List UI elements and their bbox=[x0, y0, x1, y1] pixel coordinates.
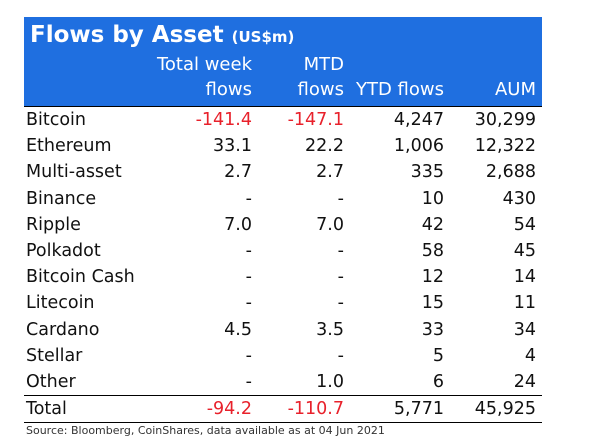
table-body: Bitcoin -141.4 -147.1 4,247 30,299 Ethereum 33… bbox=[24, 106, 542, 395]
cell-ytd: 10 bbox=[421, 188, 444, 209]
cell-mtd: 22.2 bbox=[305, 136, 344, 157]
cell-ytd: 33 bbox=[421, 319, 444, 340]
asset-name: Ripple bbox=[26, 214, 81, 235]
cell-aum: 14 bbox=[513, 267, 536, 288]
table-row: Binance - - 10 430 bbox=[24, 186, 542, 212]
header-mtd-line2: flows bbox=[297, 79, 344, 100]
asset-name: Cardano bbox=[26, 319, 100, 340]
total-ytd: 5,771 bbox=[393, 399, 444, 420]
header-week-line1: Total week bbox=[156, 54, 252, 75]
cell-week: 7.0 bbox=[224, 214, 252, 235]
cell-aum: 34 bbox=[513, 319, 536, 340]
cell-mtd: -147.1 bbox=[287, 110, 344, 130]
header-aum: AUM bbox=[494, 79, 536, 100]
cell-week: - bbox=[245, 240, 252, 261]
cell-mtd: 7.0 bbox=[316, 214, 344, 235]
table-row: Polkadot - - 58 45 bbox=[24, 238, 542, 264]
cell-week: - bbox=[245, 345, 252, 366]
cell-week: - bbox=[245, 371, 252, 392]
cell-aum: 24 bbox=[513, 371, 536, 392]
total-aum: 45,925 bbox=[474, 399, 536, 420]
cell-ytd: 1,006 bbox=[393, 136, 444, 157]
asset-name: Multi-asset bbox=[26, 162, 122, 183]
table-row: Ripple 7.0 7.0 42 54 bbox=[24, 212, 542, 238]
asset-name: Bitcoin Cash bbox=[26, 267, 135, 288]
table-row: Bitcoin -141.4 -147.1 4,247 30,299 bbox=[24, 107, 542, 133]
asset-name: Binance bbox=[26, 188, 97, 209]
header-ytd: YTD flows bbox=[355, 79, 444, 100]
table-row: Cardano 4.5 3.5 33 34 bbox=[24, 317, 542, 343]
cell-aum: 11 bbox=[513, 293, 536, 314]
cell-aum: 45 bbox=[513, 240, 536, 261]
cell-aum: 30,299 bbox=[474, 110, 536, 130]
cell-week: 2.7 bbox=[224, 162, 252, 183]
title-unit: (US$m) bbox=[231, 28, 295, 46]
table-row: Ethereum 33.1 22.2 1,006 12,322 bbox=[24, 133, 542, 159]
header-mtd-line1: MTD bbox=[303, 54, 344, 75]
source-note: Source: Bloomberg, CoinShares, data avai… bbox=[26, 424, 385, 437]
cell-aum: 54 bbox=[513, 214, 536, 235]
table-row: Other - 1.0 6 24 bbox=[24, 369, 542, 395]
cell-aum: 2,688 bbox=[485, 162, 536, 183]
asset-name: Litecoin bbox=[26, 293, 95, 314]
cell-ytd: 5 bbox=[432, 345, 444, 366]
title-text: Flows by Asset bbox=[30, 22, 224, 48]
cell-week: - bbox=[245, 188, 252, 209]
total-label: Total bbox=[26, 399, 67, 420]
total-week: -94.2 bbox=[206, 399, 252, 420]
cell-week: - bbox=[245, 267, 252, 288]
cell-ytd: 58 bbox=[421, 240, 444, 261]
table-title: Flows by Asset (US$m) bbox=[30, 22, 294, 48]
cell-mtd: 2.7 bbox=[316, 162, 344, 183]
cell-ytd: 4,247 bbox=[393, 110, 444, 130]
table-row: Bitcoin Cash - - 12 14 bbox=[24, 264, 542, 290]
cell-ytd: 6 bbox=[432, 371, 444, 392]
asset-name: Bitcoin bbox=[26, 110, 87, 130]
table-header: Flows by Asset (US$m) Total week flows M… bbox=[24, 17, 542, 106]
cell-aum: 430 bbox=[502, 188, 536, 209]
table-row: Litecoin - - 15 11 bbox=[24, 290, 542, 316]
asset-name: Other bbox=[26, 371, 76, 392]
cell-ytd: 15 bbox=[421, 293, 444, 314]
cell-week: 4.5 bbox=[224, 319, 252, 340]
cell-ytd: 12 bbox=[421, 267, 444, 288]
cell-week: - bbox=[245, 293, 252, 314]
asset-name: Ethereum bbox=[26, 136, 112, 157]
cell-week: -141.4 bbox=[195, 110, 252, 130]
asset-name: Stellar bbox=[26, 345, 83, 366]
asset-name: Polkadot bbox=[26, 240, 101, 261]
header-week-line2: flows bbox=[205, 79, 252, 100]
cell-ytd: 335 bbox=[410, 162, 444, 183]
total-mtd: -110.7 bbox=[287, 399, 344, 420]
table-row: Multi-asset 2.7 2.7 335 2,688 bbox=[24, 159, 542, 185]
cell-mtd: 3.5 bbox=[316, 319, 344, 340]
cell-ytd: 42 bbox=[421, 214, 444, 235]
cell-mtd: - bbox=[337, 293, 344, 314]
flows-table: Flows by Asset (US$m) Total week flows M… bbox=[24, 17, 542, 424]
table-row: Stellar - - 5 4 bbox=[24, 343, 542, 369]
cell-mtd: - bbox=[337, 345, 344, 366]
cell-aum: 12,322 bbox=[474, 136, 536, 157]
cell-mtd: 1.0 bbox=[316, 371, 344, 392]
cell-mtd: - bbox=[337, 240, 344, 261]
cell-aum: 4 bbox=[524, 345, 536, 366]
total-row: Total -94.2 -110.7 5,771 45,925 bbox=[24, 395, 542, 424]
cell-mtd: - bbox=[337, 188, 344, 209]
cell-week: 33.1 bbox=[213, 136, 252, 157]
cell-mtd: - bbox=[337, 267, 344, 288]
